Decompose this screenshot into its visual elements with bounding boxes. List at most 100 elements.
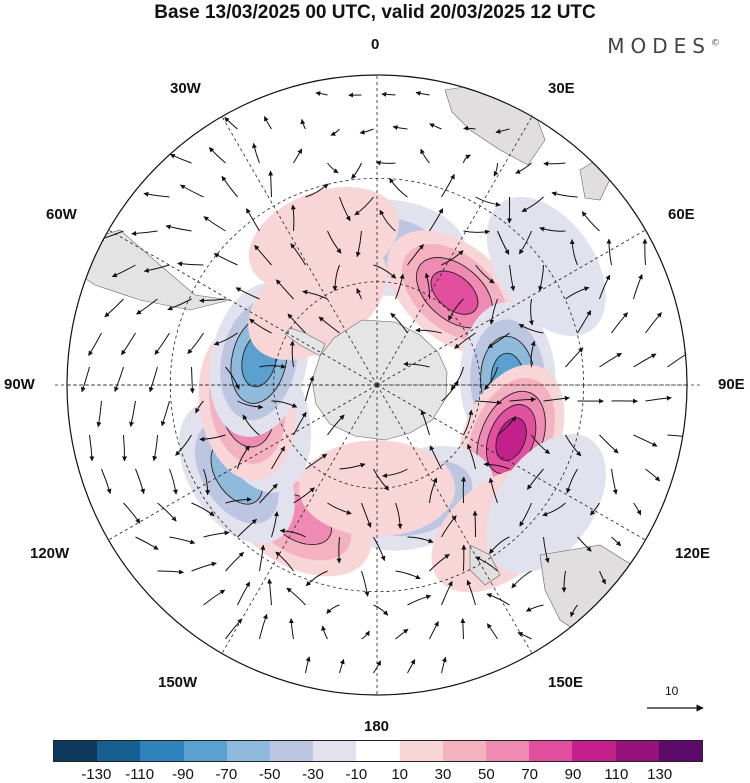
colorbar-swatch [226,741,271,761]
wind-arrow [483,461,510,470]
map-title: Base 13/03/2025 00 UTC, valid 20/03/2025… [154,2,596,23]
wind-arrow [289,340,295,368]
meridian-line [376,229,646,386]
wind-arrow [373,264,397,279]
lon-label-90e: 90E [718,376,745,393]
wind-arrow [330,128,340,136]
colorbar-tick-label: -90 [172,766,194,783]
wind-arrow [565,286,590,300]
wind-arrow [460,618,466,640]
map-border [66,74,688,696]
brand-logo: MODES© [607,34,720,58]
wind-arrow [489,536,510,554]
wind-arrow [305,183,329,198]
wind-arrow [424,272,431,300]
wind-arrow [420,148,430,164]
wind-arrow [148,366,158,393]
wind-arrow [305,570,328,587]
wind-arrow [305,453,328,470]
wind-arrow [495,128,510,134]
wind-arrow [275,279,294,300]
wind-arrow [300,118,306,130]
wind-arrow [497,230,510,255]
wind-arrow [511,570,532,589]
colorbar-tick-label: 130 [647,766,673,783]
wind-arrow [565,347,584,368]
wind-arrow [611,312,628,334]
wind-arrow [460,476,466,504]
colorbar-tick-label: 110 [604,766,629,783]
new-zealand [469,544,501,586]
wind-arrow [429,621,439,640]
wind-arrow [390,312,408,334]
wind-arrow [565,434,582,457]
wind-arrow [221,175,238,198]
wind-arrow [123,502,141,524]
wind-arrow [403,361,430,368]
wind-arrow [89,434,95,462]
wind-arrow [407,536,434,543]
wind-arrow [518,230,532,255]
wind-arrow [611,468,618,495]
wind-arrow [268,170,274,198]
wind-arrow [355,230,362,258]
wind-arrow [293,411,307,436]
wind-arrow [271,400,298,408]
wind-arrow [611,536,622,547]
wind-arrow [466,579,476,606]
wind-arrow [375,160,396,166]
wind-arrow [242,414,260,436]
wind-arrow [525,604,544,612]
wind-arrow [633,273,643,300]
wind-arrow [160,400,170,427]
wind-arrow [538,264,544,292]
wind-arrow [515,162,532,174]
wind-arrow [589,502,600,516]
wind-arrow [395,628,409,640]
wind-arrow [169,468,178,495]
wind-arrow [382,468,408,479]
wind-arrow [252,142,260,164]
wind-arrow [305,375,314,402]
colorbar-swatch [615,741,659,761]
anomaly-contour [248,186,400,292]
lon-label-180: 180 [364,718,390,735]
wind-arrow [143,264,170,273]
meridian-line [108,384,378,541]
wind-arrow [290,243,306,266]
wind-arrow [539,226,566,232]
wind-arrow [203,530,230,538]
wind-arrow [259,544,266,572]
wind-arrow [203,589,226,606]
wind-arrow [321,625,328,640]
wind-arrow [441,515,457,538]
wind-arrow [392,125,408,131]
wind-arrow [531,434,551,455]
colorbar-swatch [356,741,400,761]
colorbar-swatch [442,741,487,761]
wind-arrow [327,162,339,174]
wind-vectors [80,90,687,674]
wind-arrow [235,287,260,300]
brand-name: MODES [607,34,711,58]
wind-arrow [486,593,510,606]
lon-label-60w: 60W [46,206,77,223]
wind-arrow [463,125,476,131]
colorbar-swatch [270,741,314,761]
wind-arrow [493,162,499,177]
wind-arrow [135,468,146,495]
wind-arrow [293,487,315,504]
meridian-line [376,384,646,541]
lon-label-90w: 90W [4,376,35,393]
colorbar-tick-label: 10 [391,766,408,783]
wind-arrow [373,468,390,491]
wind-arrow [429,445,442,470]
wind-arrow [179,184,204,198]
wind-arrow [441,380,459,402]
colorbar-tick-label: -110 [125,766,155,783]
colorbar-tick-label: 90 [564,766,582,783]
wind-arrow [187,332,204,354]
meridian-line [221,384,378,654]
wind-arrow [543,161,566,167]
wind-arrow [489,298,498,325]
